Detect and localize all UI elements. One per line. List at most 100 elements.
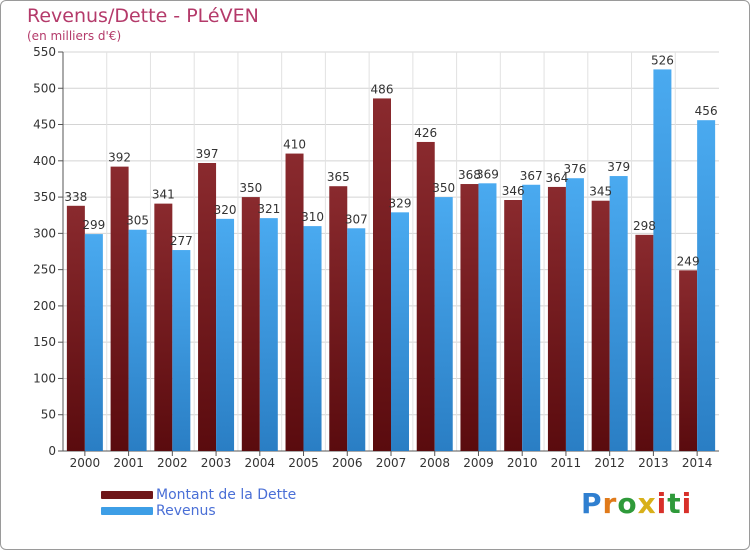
data-label-debt: 345 — [589, 185, 612, 199]
y-tick-label: 450 — [33, 118, 56, 132]
y-tick-label: 550 — [33, 45, 56, 59]
data-label-revenus: 367 — [520, 169, 543, 183]
logo-letter: x — [637, 487, 657, 520]
bar-revenus — [347, 228, 366, 451]
data-label-debt: 486 — [371, 82, 394, 96]
legend-label-debt: Montant de la Dette — [156, 487, 297, 503]
y-tick-label: 500 — [33, 81, 56, 95]
bar-revenus — [216, 218, 235, 451]
y-tick-label: 300 — [33, 226, 56, 240]
data-label-debt: 346 — [502, 184, 525, 198]
data-label-revenus: 369 — [476, 167, 499, 181]
bar-debt — [460, 184, 479, 452]
logo-letter: o — [617, 487, 638, 520]
data-label-debt: 364 — [545, 171, 568, 185]
legend-swatch-revenus — [101, 507, 153, 515]
data-label-revenus: 320 — [214, 203, 237, 217]
bar-debt — [285, 153, 304, 451]
logo-letter: t — [667, 487, 682, 520]
data-label-revenus: 329 — [389, 196, 412, 210]
data-label-debt: 368 — [458, 168, 481, 182]
y-tick-label: 350 — [33, 190, 56, 204]
x-tick-label: 2011 — [551, 456, 582, 470]
data-label-revenus: 321 — [257, 202, 280, 216]
bar-revenus — [84, 234, 103, 451]
data-label-debt: 338 — [64, 190, 87, 204]
bar-debt — [373, 98, 391, 452]
bar-revenus — [565, 178, 584, 451]
bar-revenus — [391, 212, 409, 451]
bar-revenus — [697, 120, 716, 452]
bar-revenus — [522, 184, 541, 451]
x-tick-label: 2000 — [70, 456, 101, 470]
x-tick-label: 2013 — [638, 456, 669, 470]
x-tick-label: 2007 — [376, 456, 407, 470]
y-tick-label: 50 — [41, 408, 56, 422]
bar-revenus — [128, 229, 147, 451]
proxiti-logo: Proxiti — [581, 487, 692, 520]
bar-debt — [241, 197, 260, 451]
data-label-revenus: 379 — [607, 160, 630, 174]
bar-debt — [416, 141, 435, 451]
data-label-revenus: 350 — [432, 181, 455, 195]
bar-revenus — [609, 176, 628, 451]
x-tick-label: 2010 — [507, 456, 538, 470]
data-label-debt: 410 — [283, 138, 306, 152]
bar-debt — [504, 199, 523, 451]
chart-subtitle: (en milliers d'€) — [27, 29, 122, 43]
data-label-revenus: 526 — [651, 53, 674, 67]
y-tick-label: 400 — [33, 154, 56, 168]
bar-debt — [547, 186, 566, 451]
data-label-revenus: 299 — [82, 218, 105, 232]
bar-debt — [635, 234, 654, 451]
x-tick-label: 2001 — [113, 456, 144, 470]
x-tick-label: 2012 — [594, 456, 625, 470]
x-tick-label: 2009 — [463, 456, 494, 470]
data-label-revenus: 305 — [126, 214, 149, 228]
logo-letter: i — [656, 487, 668, 520]
x-tick-label: 2006 — [332, 456, 363, 470]
y-tick-label: 250 — [33, 263, 56, 277]
bar-revenus — [653, 69, 672, 451]
bar-debt — [329, 186, 348, 451]
bar-debt — [110, 166, 129, 451]
bar-debt — [198, 162, 217, 451]
bar-debt — [154, 203, 173, 451]
data-label-revenus: 307 — [345, 212, 368, 226]
y-tick-label: 150 — [33, 335, 56, 349]
data-label-debt: 426 — [414, 126, 437, 140]
x-tick-label: 2004 — [245, 456, 276, 470]
bar-revenus — [172, 250, 191, 451]
data-label-debt: 392 — [108, 151, 131, 165]
data-label-debt: 249 — [677, 254, 700, 268]
chart-title: Revenus/Dette - PLéVEN — [27, 5, 259, 27]
data-label-revenus: 277 — [170, 234, 193, 248]
x-tick-label: 2003 — [201, 456, 232, 470]
logo-letter: P — [581, 487, 603, 520]
bar-revenus — [478, 183, 497, 452]
bar-revenus — [303, 226, 322, 451]
bar-revenus — [259, 218, 278, 451]
data-label-debt: 397 — [196, 147, 219, 161]
y-tick-label: 100 — [33, 371, 56, 385]
logo-letter: i — [681, 487, 693, 520]
legend-swatch-debt — [101, 491, 153, 499]
data-label-revenus: 456 — [695, 104, 718, 118]
bar-revenus — [434, 197, 453, 451]
x-tick-label: 2002 — [157, 456, 188, 470]
bar-debt — [66, 205, 85, 451]
x-tick-label: 2008 — [419, 456, 450, 470]
data-label-debt: 365 — [327, 170, 350, 184]
legend-label-revenus: Revenus — [156, 503, 216, 519]
data-label-revenus: 310 — [301, 210, 324, 224]
data-label-debt: 341 — [152, 188, 175, 202]
x-tick-label: 2005 — [288, 456, 319, 470]
y-tick-label: 200 — [33, 299, 56, 313]
bar-debt — [679, 270, 698, 451]
x-tick-label: 2014 — [682, 456, 713, 470]
data-label-revenus: 376 — [563, 162, 586, 176]
logo-letter: r — [602, 487, 618, 520]
y-tick-label: 0 — [48, 444, 56, 458]
